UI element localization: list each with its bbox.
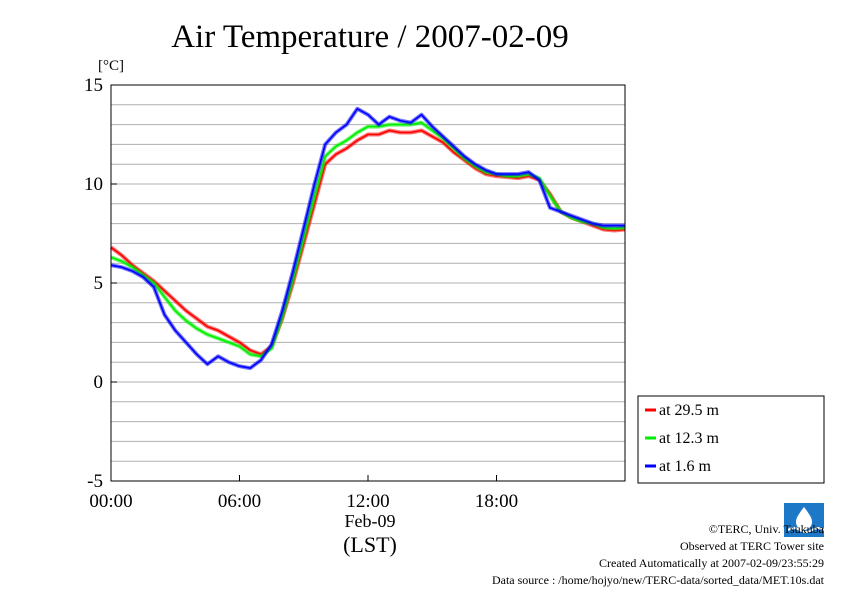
y-tick-label: 5 xyxy=(94,273,104,294)
x-tick-label: 12:00 xyxy=(346,491,389,512)
legend-entry: at 1.6 m xyxy=(659,458,712,475)
footer-copyright: ©TERC, Univ. Tsukuba xyxy=(708,522,824,536)
footer-source: Data source : /home/hojyo/new/TERC-data/… xyxy=(491,573,824,587)
x-tick-labels: 00:00 06:00 12:00 18:00 xyxy=(89,475,518,512)
x-date-label: Feb-09 xyxy=(345,511,396,531)
footer-observed: Observed at TERC Tower site xyxy=(679,539,824,553)
x-tick-label: 18:00 xyxy=(475,491,518,512)
y-tick-label: 15 xyxy=(84,75,103,96)
series-line-1 xyxy=(110,121,626,358)
series-line-2 xyxy=(110,108,625,369)
y-axis-label: [°C] xyxy=(98,58,124,74)
legend: at 29.5 m at 12.3 m at 1.6 m xyxy=(645,402,720,475)
legend-box xyxy=(637,395,825,484)
terc-logo xyxy=(784,503,824,537)
series-line-halo xyxy=(110,106,625,371)
y-tick-label: -5 xyxy=(87,471,103,492)
legend-entry: at 29.5 m xyxy=(659,402,720,419)
x-tick-label: 00:00 xyxy=(89,491,132,512)
footer-created: Created Automatically at 2007-02-09/23:5… xyxy=(599,556,824,570)
y-tick-label: 10 xyxy=(84,174,103,195)
x-axis-label: (LST) xyxy=(343,532,397,557)
grid xyxy=(111,104,625,462)
chart-title: Air Temperature / 2007-02-09 xyxy=(171,19,569,55)
series-layer xyxy=(109,106,626,371)
x-tick-label: 06:00 xyxy=(218,491,261,512)
legend-entry: at 12.3 m xyxy=(659,430,720,447)
y-tick-label: 0 xyxy=(94,372,104,393)
y-tick-labels: 15 10 5 0 -5 xyxy=(84,75,117,492)
